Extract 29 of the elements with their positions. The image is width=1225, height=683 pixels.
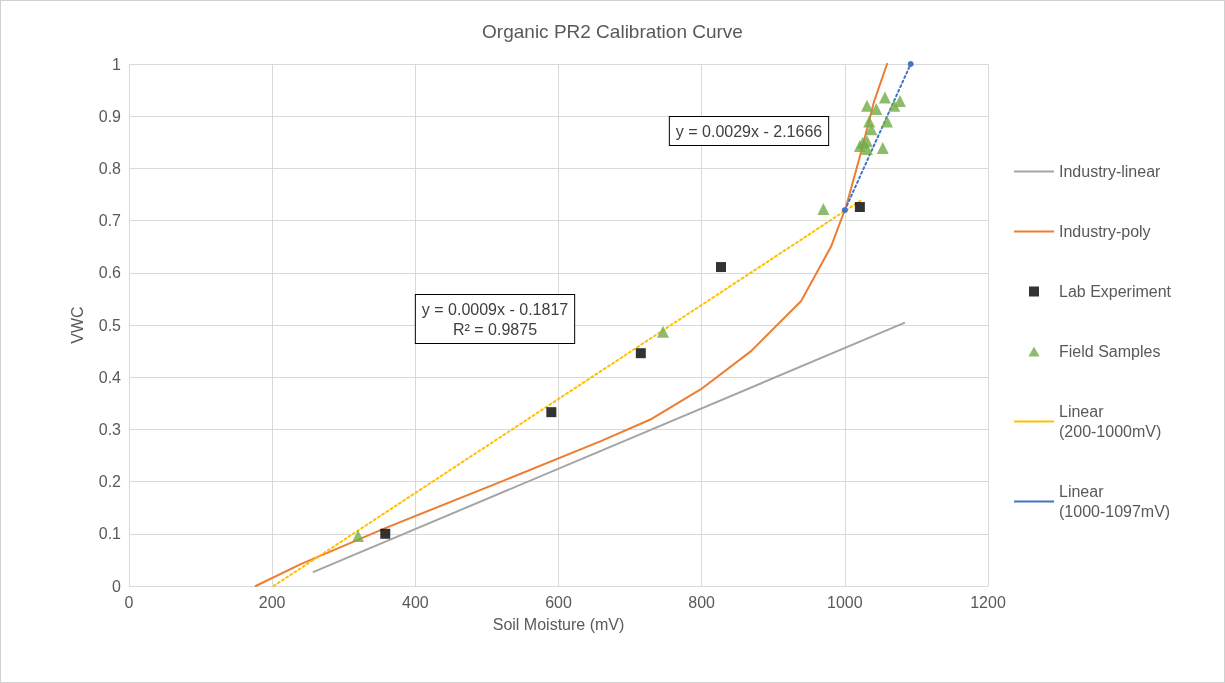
y-tick-label: 0.4 <box>98 368 122 386</box>
y-axis-title: VWC <box>68 306 86 344</box>
y-tick-label: 0.3 <box>98 420 122 438</box>
x-tick-label: 800 <box>688 593 716 611</box>
x-tick-label: 0 <box>124 593 134 611</box>
y-tick-label: 0.2 <box>98 473 122 491</box>
y-tick-label: 0.6 <box>98 264 122 282</box>
y-tick-label: 0.8 <box>98 159 122 177</box>
x-tick-label: 1200 <box>970 593 1006 611</box>
x-tick-label: 600 <box>545 593 572 611</box>
y-tick-label: 0.1 <box>98 525 122 543</box>
x-tick-label: 200 <box>258 593 286 611</box>
y-tick-label: 0 <box>112 577 122 595</box>
legend-label: Field Samples <box>1059 343 1161 360</box>
y-tick-label: 0.5 <box>98 316 122 334</box>
legend-label: Lab Experiment <box>1059 283 1172 300</box>
y-tick-label: 1 <box>112 55 122 73</box>
annotation: y = 0.0009x - 0.1817 R² = 0.9875 <box>421 300 569 338</box>
legend-label: Industry-poly <box>1059 223 1151 240</box>
legend-label: Industry-linear <box>1059 163 1162 180</box>
y-tick-label: 0.7 <box>98 212 122 230</box>
x-axis-title: Soil Moisture (mV) <box>492 615 625 633</box>
annotation: y = 0.0029x - 2.1666 <box>675 122 823 140</box>
legend-label: Linear (1000-1097mV) <box>1059 483 1171 520</box>
y-tick-label: 0.9 <box>98 107 122 125</box>
x-tick-label: 1000 <box>827 593 863 611</box>
chart-title: Organic PR2 Calibration Curve <box>482 21 743 42</box>
legend-label: Linear (200-1000mV) <box>1059 403 1162 440</box>
x-tick-label: 400 <box>401 593 429 611</box>
